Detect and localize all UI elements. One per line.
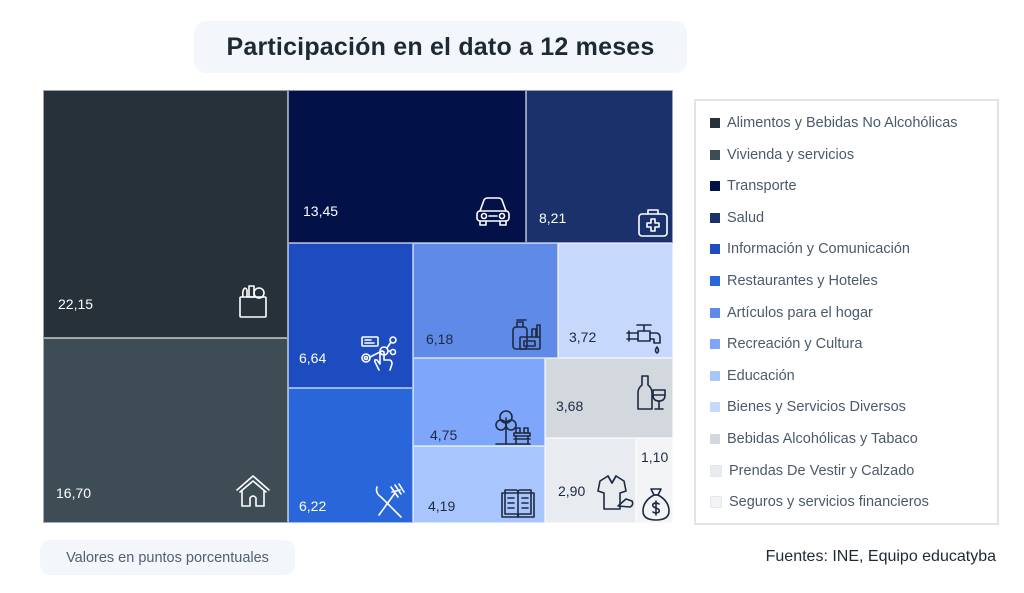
legend-label: Recreación y Cultura bbox=[727, 336, 863, 353]
treemap-cell-bienes-y-servicios-diversos: 3,72 bbox=[558, 243, 673, 358]
legend-label: Prendas De Vestir y Calzado bbox=[729, 462, 915, 479]
units-note: Valores en puntos porcentuales bbox=[40, 540, 295, 575]
treemap-value-label: 3,68 bbox=[556, 398, 584, 414]
park-bench-icon bbox=[495, 410, 531, 445]
legend-swatch bbox=[710, 402, 720, 413]
car-icon bbox=[476, 197, 510, 226]
legend-item: Vivienda y servicios bbox=[710, 145, 854, 165]
treemap-cell-educacion: 4,19 bbox=[413, 446, 545, 523]
legend-item: Prendas De Vestir y Calzado bbox=[710, 461, 914, 481]
treemap-value-label: 16,70 bbox=[56, 485, 92, 501]
legend-swatch bbox=[710, 276, 720, 286]
source-text: Fuentes: INE, Equipo educatyba bbox=[765, 548, 996, 565]
cleaning-products-icon bbox=[512, 319, 541, 350]
grocery-bag-icon bbox=[239, 285, 267, 318]
legend-swatch bbox=[710, 212, 720, 223]
legend-label: Educación bbox=[727, 367, 795, 384]
units-note-text: Valores en puntos porcentuales bbox=[66, 549, 269, 566]
legend-swatch bbox=[710, 434, 720, 444]
legend-item: Alimentos y Bebidas No Alcohólicas bbox=[710, 113, 958, 133]
treemap-cell-bebidas-alcoholicas-y-tabaco: 3,68 bbox=[545, 358, 673, 438]
chart-title: Participación en el dato a 12 meses bbox=[226, 32, 655, 61]
legend-label: Restaurantes y Hoteles bbox=[727, 273, 878, 289]
legend-item: Restaurantes y Hoteles bbox=[710, 271, 878, 291]
water-tap-icon bbox=[626, 324, 661, 354]
treemap-value-label: 1,10 bbox=[641, 449, 669, 465]
treemap-cell-transporte: 13,45 bbox=[288, 90, 526, 243]
chart-title-box: Participación en el dato a 12 meses bbox=[194, 21, 687, 73]
treemap-value-label: 8,21 bbox=[539, 210, 567, 226]
legend-item: Información y Comunicación bbox=[710, 239, 910, 259]
legend-swatch bbox=[710, 149, 720, 160]
legend-item: Bienes y Servicios Diversos bbox=[710, 397, 906, 417]
touch-network-icon bbox=[361, 336, 397, 371]
shirt-shoe-icon bbox=[597, 475, 634, 510]
treemap-value-label: 6,64 bbox=[299, 350, 327, 366]
legend-item: Transporte bbox=[710, 176, 797, 196]
legend-label: Bienes y Servicios Diversos bbox=[727, 399, 906, 416]
treemap-cell-recreacion-y-cultura: 4,75 bbox=[413, 358, 545, 446]
money-bag-icon bbox=[642, 488, 670, 521]
legend-label: Vivienda y servicios bbox=[727, 146, 855, 163]
legend-label: Información y Comunicación bbox=[727, 241, 910, 258]
legend-swatch bbox=[710, 244, 720, 255]
treemap-cell-restaurantes-y-hoteles: 6,22 bbox=[288, 388, 413, 523]
legend-label: Alimentos y Bebidas No Alcohólicas bbox=[727, 115, 958, 131]
treemap-cell-vivienda-y-servicios: 16,70 bbox=[43, 338, 288, 523]
legend-label: Bebidas Alcohólicas y Tabaco bbox=[727, 431, 918, 447]
treemap-cell-informacion-y-comunicacion: 6,64 bbox=[288, 243, 413, 388]
legend-label: Salud bbox=[727, 209, 765, 226]
legend-swatch bbox=[710, 181, 720, 192]
book-icon bbox=[501, 489, 535, 518]
legend-item: Recreación y Cultura bbox=[710, 334, 862, 354]
legend-item: Seguros y servicios financieros bbox=[710, 492, 929, 512]
treemap-value-label: 6,18 bbox=[426, 331, 454, 347]
treemap-cell-salud: 8,21 bbox=[526, 90, 673, 243]
legend-item: Salud bbox=[710, 208, 764, 228]
legend-swatch bbox=[710, 339, 720, 350]
legend-swatch bbox=[710, 464, 722, 477]
legend-swatch bbox=[710, 307, 720, 318]
legend-swatch bbox=[710, 370, 720, 381]
first-aid-kit-icon bbox=[638, 209, 668, 237]
treemap-value-label: 2,90 bbox=[558, 483, 586, 499]
wine-bottle-icon bbox=[637, 375, 666, 410]
legend-item: Educación bbox=[710, 366, 795, 386]
legend-label: Artículos para el hogar bbox=[727, 304, 873, 321]
legend-label: Transporte bbox=[727, 178, 797, 195]
legend-item: Bebidas Alcohólicas y Tabaco bbox=[710, 429, 918, 449]
legend-swatch bbox=[710, 496, 722, 509]
treemap-cell-articulos-para-el-hogar: 6,18 bbox=[413, 243, 558, 358]
treemap: 22,15 16,70 13,45 8,21 6,64 6,22 6,18 4,75 4,19 3… bbox=[43, 90, 673, 523]
house-icon bbox=[236, 475, 270, 507]
treemap-value-label: 4,19 bbox=[428, 498, 456, 514]
treemap-cell-alimentos-y-bebidas-no-alcoholicas: 22,15 bbox=[43, 90, 288, 338]
treemap-cell-prendas-de-vestir-y-calzado: 2,90 bbox=[545, 438, 636, 523]
treemap-value-label: 3,72 bbox=[569, 329, 597, 345]
cutlery-icon bbox=[375, 483, 405, 518]
legend-item: Artículos para el hogar bbox=[710, 303, 873, 323]
treemap-value-label: 13,45 bbox=[303, 203, 339, 219]
treemap-cell-seguros-y-servicios-financieros: 1,10 bbox=[636, 438, 673, 523]
treemap-value-label: 22,15 bbox=[58, 296, 94, 312]
treemap-value-label: 4,75 bbox=[430, 427, 458, 443]
legend-swatch bbox=[710, 118, 720, 128]
treemap-value-label: 6,22 bbox=[299, 498, 327, 514]
legend-label: Seguros y servicios financieros bbox=[729, 494, 929, 511]
legend: Alimentos y Bebidas No Alcohólicas Vivien… bbox=[694, 99, 999, 525]
